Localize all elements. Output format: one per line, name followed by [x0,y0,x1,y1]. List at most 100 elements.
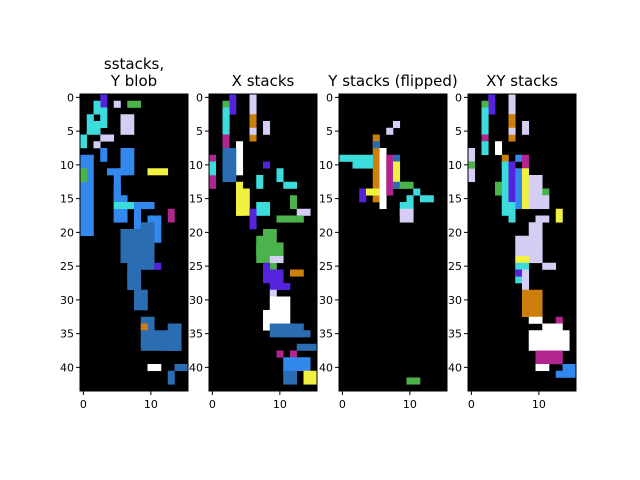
image-cell [113,100,121,108]
image-cell [276,350,284,358]
image-cell [542,262,557,270]
image-cell [269,276,284,284]
image-cell [86,114,94,129]
image-cell [80,168,88,183]
image-cell [555,208,563,223]
image-cell [339,154,374,162]
y-tick-label: 5 [455,125,462,138]
image-cell [515,168,523,210]
image-cell [222,148,237,183]
image-cell [366,188,380,196]
image-cell [522,121,530,135]
image-cell [508,127,516,135]
image-cell [290,269,304,277]
image-cell [296,343,317,351]
image-cell [393,161,401,189]
image-cell [393,154,401,162]
y-tick-label: 15 [319,193,333,206]
image-cell [290,195,298,210]
image-cell [528,310,536,318]
image-cell [100,148,108,162]
image-cells [468,94,576,378]
panel-1: 0 10 0 5 10 15 20 25 30 35 40 sstacks,Y blob [60,55,189,411]
y-tick-label: 30 [448,294,462,307]
y-tick-label: 35 [60,328,74,341]
y-tick-label: 25 [60,260,74,273]
x-tick-label: 0 [209,398,216,411]
image-cell [249,94,257,115]
image-cell [222,134,230,149]
image-cell [508,202,516,223]
image-cell [93,100,101,115]
image-cell [562,364,576,378]
image-cell [303,370,317,385]
image-cell [399,208,414,223]
image-cell [296,208,311,216]
panel-title: Y stacks (flipped) [327,72,457,90]
axes-frame [208,93,318,392]
image-cell [134,289,148,311]
y-tick-label: 0 [455,91,462,104]
image-cell [535,350,563,365]
image-cell [134,208,142,237]
y-tick-label: 25 [189,260,203,273]
image-cell [528,316,543,324]
image-cell [495,141,503,156]
x-tick-label: 0 [468,398,475,411]
y-tick-label: 0 [67,91,74,104]
y-tick-label: 15 [448,193,462,206]
image-cell [515,269,523,277]
y-tick-label: 10 [448,159,462,172]
y-tick-label: 5 [67,125,74,138]
image-cells [209,94,317,385]
image-cell [147,168,169,176]
y-tick-label: 5 [196,125,203,138]
image-cell [249,208,257,230]
y-tick-label: 35 [319,328,333,341]
image-cell [372,134,380,203]
image-cell [167,370,175,385]
panel-title: X stacks [232,72,295,90]
image-cell [528,330,570,351]
y-tick-label: 5 [326,125,333,138]
y-tick-label: 20 [319,226,333,239]
y-tick-label: 30 [60,294,74,307]
image-cell [522,168,530,210]
image-cell [269,296,291,311]
y-tick-label: 20 [448,226,462,239]
image-cell [120,114,135,135]
image-cell [276,330,311,338]
image-cell [93,141,101,149]
image-cell [276,215,304,223]
image-cell [269,283,291,291]
x-tick-label: 10 [144,398,158,411]
image-cell [86,127,94,135]
y-tick-label: 20 [189,226,203,239]
axes-frame [467,93,577,392]
image-cell [276,168,284,183]
image-cell [263,121,271,135]
image-cell [147,364,162,372]
panel-4: 0 10 0 5 10 15 20 25 30 35 40 XY stacks [448,72,577,411]
image-cell [406,377,421,385]
y-tick-label: 10 [319,159,333,172]
y-tick-label: 35 [448,328,462,341]
panel-title: Y blob [110,72,157,90]
image-cell [256,175,264,189]
image-cell [154,262,162,270]
image-cell [80,154,94,237]
image-cell [386,154,394,196]
image-cell [535,215,550,223]
image-cell [107,168,128,176]
x-tick-label: 10 [532,398,546,411]
image-cell [222,107,230,129]
y-tick-label: 15 [189,193,203,206]
image-cell [161,343,182,351]
image-cell [167,208,175,223]
image-cell [249,127,257,135]
image-cell [93,121,101,135]
image-cell [372,141,380,149]
y-tick-label: 40 [189,361,203,374]
image-cell [174,364,188,372]
panel-title: XY stacks [486,72,558,90]
